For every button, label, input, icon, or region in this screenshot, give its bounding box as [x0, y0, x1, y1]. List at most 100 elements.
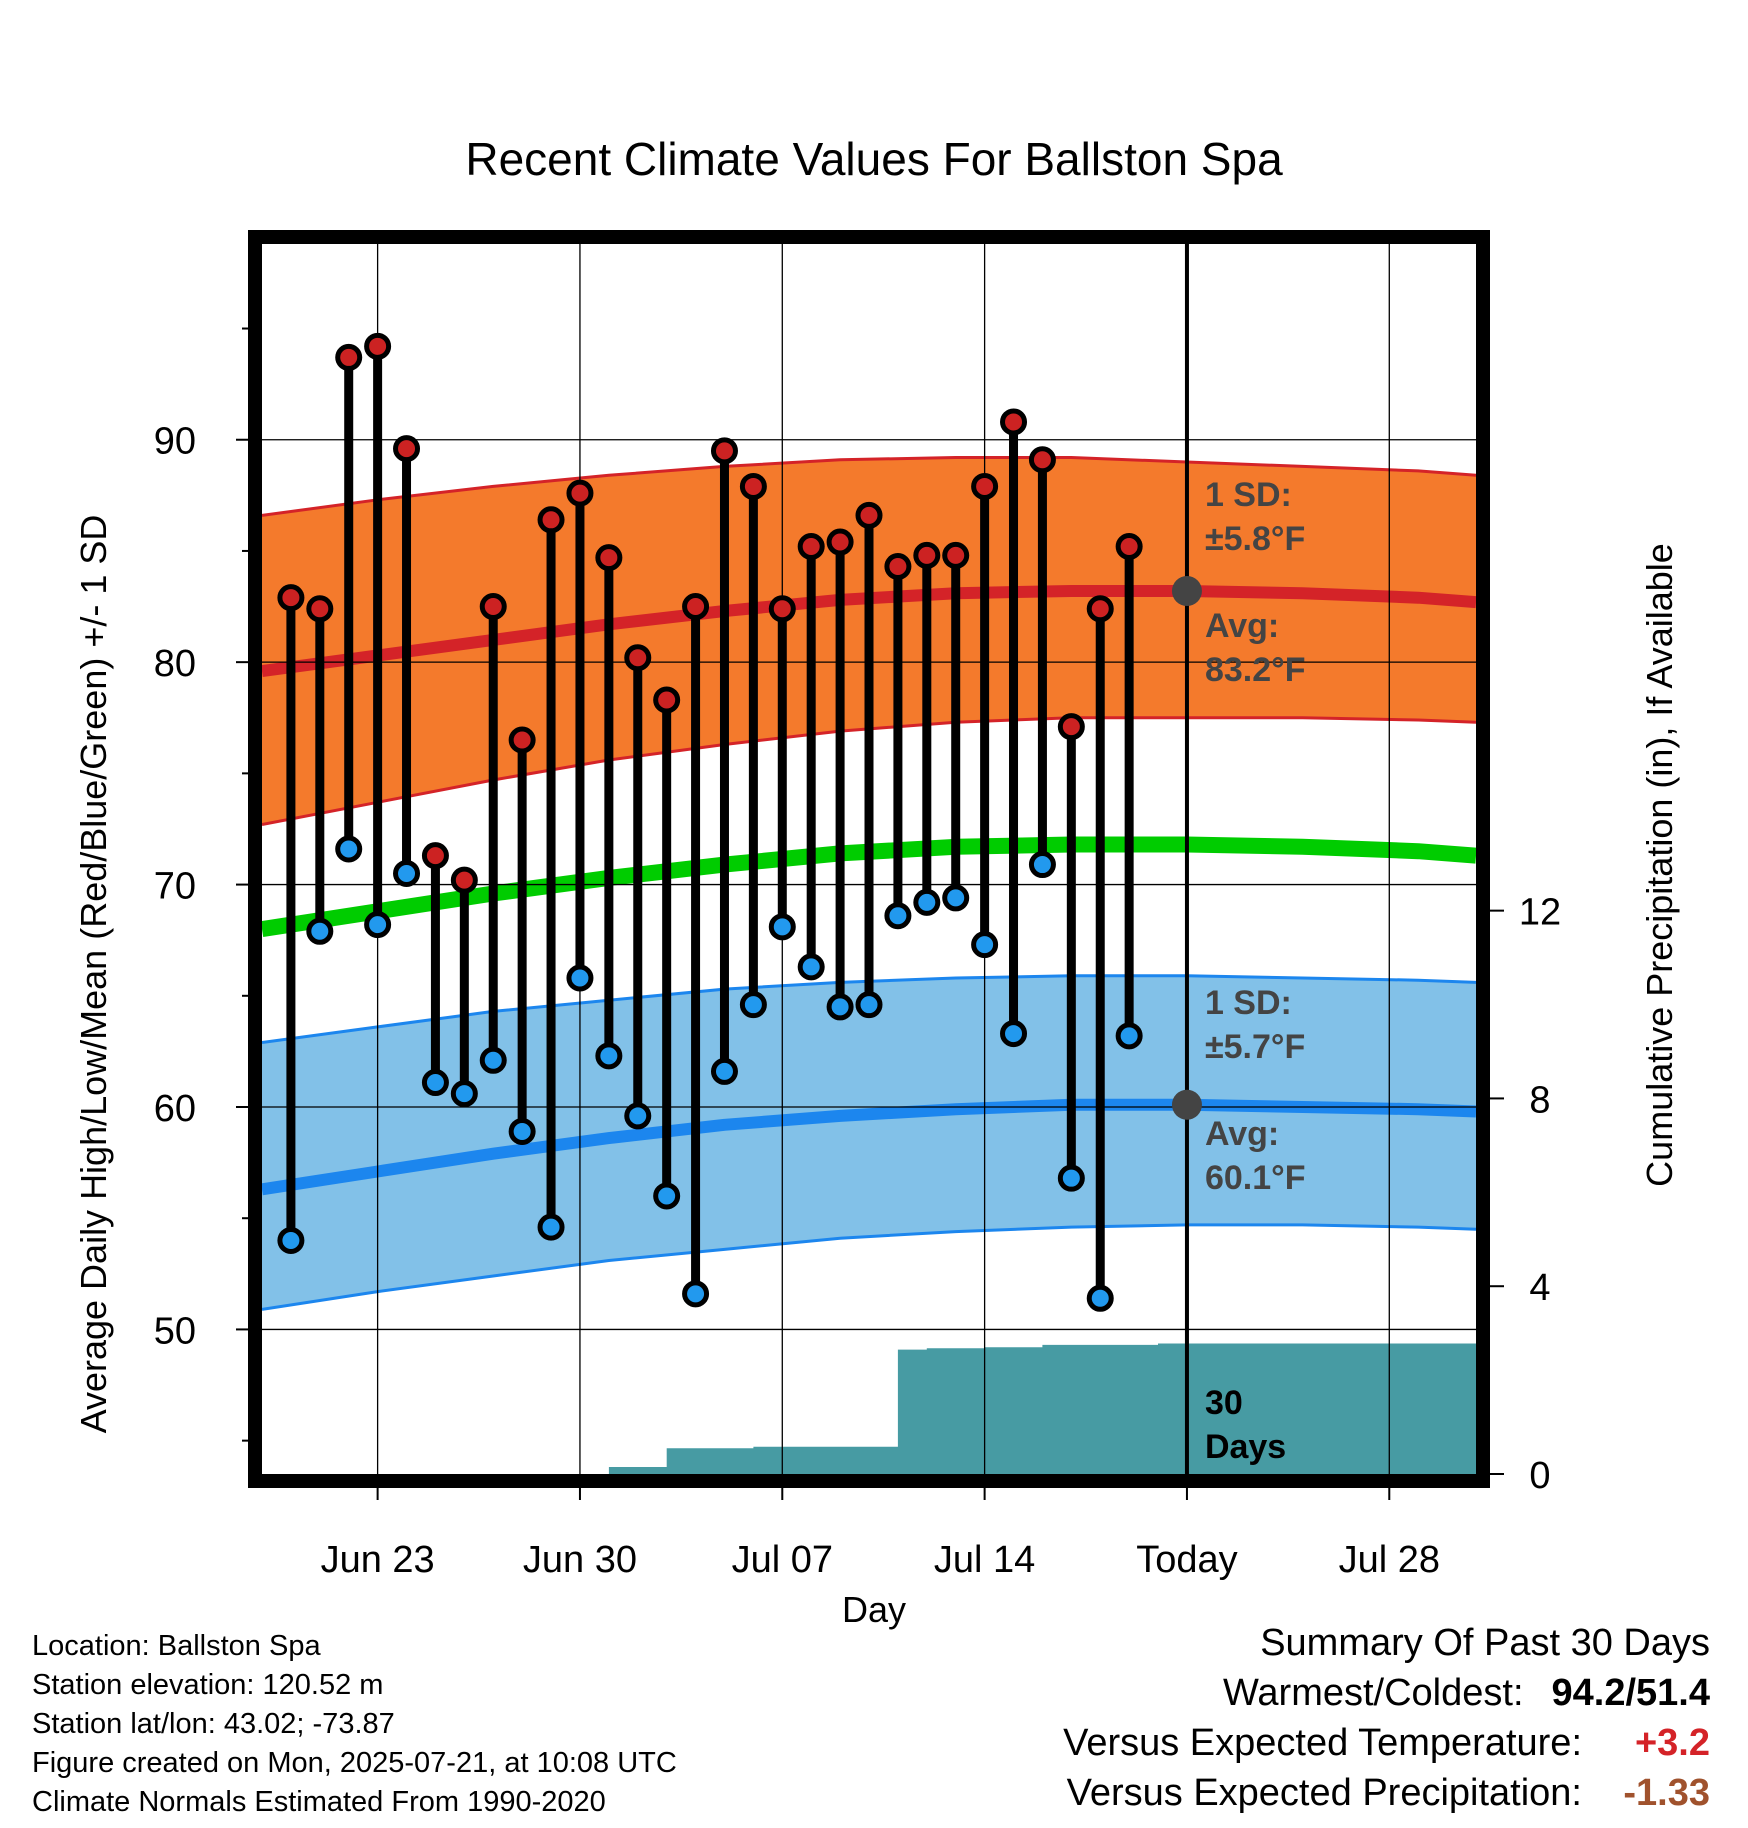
y-axis-label-left: Average Daily High/Low/Mean (Red/Blue/Gr… — [73, 515, 114, 1434]
info-elevation: Station elevation: 120.52 m — [32, 1669, 384, 1701]
daily-high-point — [884, 553, 912, 581]
daily-high-point — [710, 437, 738, 465]
daily-high-point — [1028, 446, 1056, 474]
high-sd-upper-line — [262, 456, 1476, 517]
info-created: Figure created on Mon, 2025-07-21, at 10… — [32, 1747, 677, 1779]
low-sd-lower-line — [262, 1223, 1476, 1311]
daily-high-point — [421, 842, 449, 870]
daily-low-point — [971, 931, 999, 959]
precip-anomaly-label: Versus Expected Precipitation: — [1066, 1772, 1582, 1814]
daily-high-point — [1115, 532, 1143, 560]
daily-high-point — [1000, 408, 1028, 436]
daily-high-point — [1057, 713, 1085, 741]
daily-high-point — [595, 544, 623, 572]
daily-high-point — [537, 506, 565, 534]
warm-cold-value: 94.2/51.4 — [1551, 1672, 1710, 1714]
x-tick-label: Jul 07 — [732, 1539, 833, 1581]
today-high-avg-marker — [1171, 575, 1202, 606]
y-left-tick-label: 90 — [154, 421, 196, 463]
daily-low-point — [1000, 1020, 1028, 1048]
daily-high-point — [797, 532, 825, 560]
x-tick-label: Jun 30 — [523, 1539, 637, 1581]
daily-high-point — [306, 595, 334, 623]
info-location: Location: Ballston Spa — [32, 1630, 321, 1662]
daily-low-point — [335, 835, 363, 863]
daily-high-point — [1086, 595, 1114, 623]
summary-heading: Summary Of Past 30 Days — [1260, 1622, 1710, 1665]
daily-high-point — [479, 593, 507, 621]
y-right-tick-label: 8 — [1529, 1079, 1550, 1121]
high-avg-label: Avg: — [1205, 607, 1279, 645]
daily-low-point — [884, 902, 912, 930]
daily-high-point — [566, 479, 594, 507]
plot-frame — [248, 230, 1490, 1488]
x-tick-label: Jul 28 — [1339, 1539, 1440, 1581]
daily-high-point — [450, 866, 478, 894]
daily-low-point — [653, 1182, 681, 1210]
x-tick-label: Today — [1136, 1539, 1237, 1581]
low-sd-upper-line — [262, 974, 1476, 1044]
daily-low-point — [1115, 1022, 1143, 1050]
daily-low-point — [826, 993, 854, 1021]
today-low-avg-marker — [1171, 1089, 1202, 1120]
daily-low-point — [739, 991, 767, 1019]
y-left-tick-label: 80 — [154, 643, 196, 685]
daily-high-point — [942, 541, 970, 569]
warm-cold-label: Warmest/Coldest: — [1222, 1672, 1524, 1714]
daily-high-point — [508, 726, 536, 754]
y-left-tick-label: 70 — [154, 866, 196, 908]
plot-content: 1 SD: ±5.8°F Avg: 83.2°F 1 SD: ±5.7°F Avg: 60.1… — [262, 244, 1476, 1474]
y-left-tick-label: 50 — [154, 1310, 196, 1352]
chart-title: Recent Climate Values For Ballston Spa — [465, 133, 1283, 185]
daily-high-point — [971, 472, 999, 500]
daily-high-point — [364, 332, 392, 360]
daily-high-point — [739, 472, 767, 500]
daily-low-point — [855, 991, 883, 1019]
y-left-tick-label: 60 — [154, 1088, 196, 1130]
daily-low-point — [393, 859, 421, 887]
info-latlon: Station lat/lon: 43.02; -73.87 — [32, 1708, 395, 1740]
days-label-text: Days — [1205, 1428, 1286, 1466]
low-sd-band — [262, 975, 1476, 1310]
daily-low-point — [682, 1280, 710, 1308]
days-label-number: 30 — [1205, 1384, 1243, 1422]
daily-low-point — [277, 1226, 305, 1254]
high-sd-value: ±5.8°F — [1205, 520, 1305, 558]
y-right-tick-label: 4 — [1529, 1267, 1550, 1309]
high-sd-label: 1 SD: — [1205, 476, 1292, 514]
summary-heading-text: Summary Of Past 30 Days — [1260, 1622, 1710, 1664]
daily-low-point — [624, 1102, 652, 1130]
daily-low-point — [508, 1117, 536, 1145]
summary-precip: Versus Expected Precipitation: -1.33 — [1067, 1772, 1710, 1815]
temp-anomaly-label: Versus Expected Temperature: — [1063, 1722, 1582, 1764]
daily-low-point — [537, 1213, 565, 1241]
daily-low-point — [710, 1057, 738, 1085]
y-right-tick-label: 0 — [1529, 1455, 1550, 1497]
daily-low-point — [450, 1080, 478, 1108]
y-right-tick-label: 12 — [1519, 892, 1561, 934]
info-normals: Climate Normals Estimated From 1990-2020 — [32, 1786, 606, 1818]
daily-low-point — [1028, 851, 1056, 879]
low-avg-value: 60.1°F — [1205, 1159, 1306, 1197]
daily-low-point — [595, 1042, 623, 1070]
daily-low-point — [1086, 1284, 1114, 1312]
daily-low-point — [364, 911, 392, 939]
daily-low-point — [942, 884, 970, 912]
daily-high-point — [624, 644, 652, 672]
precip-anomaly-value: -1.33 — [1623, 1772, 1710, 1814]
summary-temp: Versus Expected Temperature: +3.2 — [1063, 1722, 1710, 1765]
daily-low-point — [306, 917, 334, 945]
daily-high-point — [682, 593, 710, 621]
daily-low-point — [768, 913, 796, 941]
y-axis-label-right: Cumulative Precipitation (in), If Availa… — [1639, 543, 1680, 1187]
daily-low-point — [479, 1046, 507, 1074]
daily-high-point — [855, 501, 883, 529]
daily-high-point — [768, 595, 796, 623]
summary-warm-cold: Warmest/Coldest: 94.2/51.4 — [1223, 1672, 1710, 1715]
daily-high-point — [913, 541, 941, 569]
daily-high-point — [826, 528, 854, 556]
daily-high-point — [277, 584, 305, 612]
daily-low-point — [797, 953, 825, 981]
low-sd-value: ±5.7°F — [1205, 1028, 1305, 1066]
